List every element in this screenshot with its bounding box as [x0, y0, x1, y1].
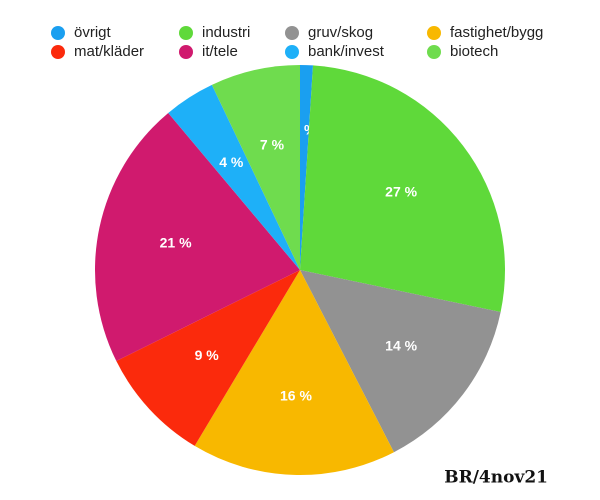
legend-marker [51, 45, 65, 59]
legend-marker [427, 26, 441, 40]
data-label: 21 % [160, 235, 192, 251]
data-label: 9 % [195, 347, 220, 363]
legend-label: industri [202, 24, 250, 41]
pie-slice [95, 112, 300, 362]
legend-label: biotech [450, 43, 498, 60]
pie-slice [211, 65, 300, 270]
data-label: 16 % [280, 388, 312, 404]
data-label: 14 % [385, 338, 417, 354]
pie-slice [300, 65, 505, 312]
legend-label: fastighet/bygg [450, 24, 543, 41]
pie-slice [168, 84, 300, 271]
legend-label: övrigt [74, 24, 112, 41]
legend-label: mat/kläder [74, 43, 144, 60]
data-label: 7 % [260, 137, 285, 153]
pie-slice [300, 270, 501, 453]
legend-marker [179, 26, 193, 40]
legend-marker [51, 26, 65, 40]
legend-marker [179, 45, 193, 59]
legend-label: gruv/skog [308, 24, 373, 41]
data-label: 27 % [385, 184, 417, 200]
legend-marker [285, 26, 299, 40]
legend-label: bank/invest [308, 43, 385, 60]
pie-slice [300, 65, 314, 270]
pie-slice [194, 270, 394, 475]
legend-label: it/tele [202, 43, 238, 60]
legend-marker [285, 45, 299, 59]
pie-slice [116, 270, 300, 446]
legend-marker [427, 45, 441, 59]
annotation: BR/4nov21 [444, 468, 548, 488]
data-label: 4 % [219, 154, 244, 170]
